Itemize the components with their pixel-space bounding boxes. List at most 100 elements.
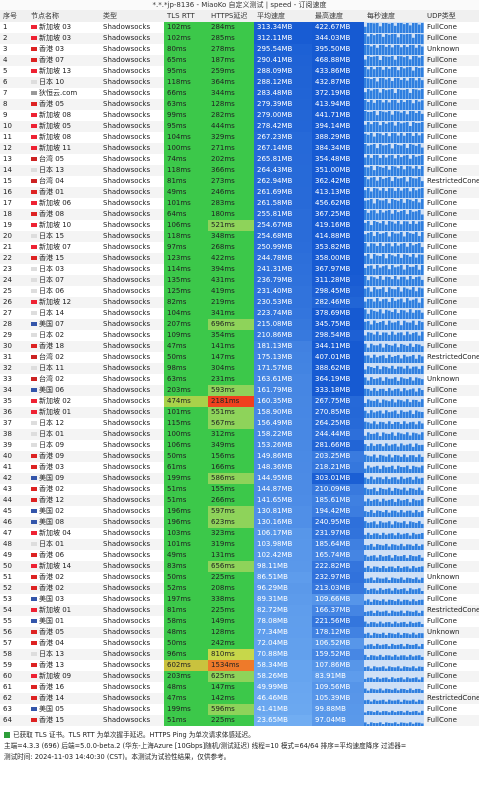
spark-bar [370, 357, 373, 363]
index: 35 [3, 397, 12, 405]
spark-bar [400, 358, 403, 363]
spark-bar [382, 45, 385, 55]
spark-bar [388, 521, 391, 528]
spark-bar [391, 89, 394, 99]
per-second-cell [364, 341, 424, 352]
spark-bar [364, 355, 367, 363]
table-row: 9 新加坡 08 Shadowsocks 99ms 282ms 279.00MB 441.7… [0, 110, 479, 121]
max-speed: 422.67MB [312, 22, 364, 33]
spark-bar [412, 201, 415, 209]
spark-bar [394, 210, 397, 220]
spark-bar [388, 144, 391, 154]
https-latency: 344ms [208, 88, 254, 99]
spark-bar [364, 421, 367, 429]
spark-bar [373, 378, 376, 385]
type: Shadowsocks [103, 573, 151, 581]
spark-bar [391, 524, 394, 528]
node-name-cell: 香港 05 [28, 627, 100, 638]
spark-bar [382, 677, 385, 682]
index: 55 [3, 617, 12, 625]
spark-bar [397, 388, 400, 396]
spark-bar [400, 366, 403, 374]
spark-bar [382, 212, 385, 220]
sparkline [364, 443, 424, 451]
udp-type: FullCone [427, 540, 457, 548]
spark-bar [421, 690, 424, 693]
udp-type: FullCone [427, 23, 457, 31]
spark-bar [367, 446, 370, 451]
max-speed: 388.62MB [312, 363, 364, 374]
spark-bar [376, 710, 379, 715]
spark-bar [385, 210, 388, 220]
spark-bar [373, 203, 376, 209]
spark-bar [400, 567, 403, 572]
spark-bar [406, 23, 409, 33]
spark-bar [370, 489, 373, 495]
spark-bar [409, 126, 412, 132]
node-name-cell: 香港 13 [28, 660, 100, 671]
spark-bar [421, 166, 424, 176]
spark-bar [379, 578, 382, 583]
max-speed: 231.97MB [312, 528, 364, 539]
flag-icon [31, 355, 37, 359]
https-latency: 625ms [208, 671, 254, 682]
flag-icon [31, 685, 37, 689]
sparkline [364, 610, 424, 616]
spark-bar [382, 623, 385, 627]
index: 42 [3, 474, 12, 482]
udp-type: Unknown [427, 573, 460, 581]
spark-bar [364, 444, 367, 451]
spark-bar [403, 655, 406, 660]
spark-bar [370, 377, 373, 385]
spark-bar [367, 590, 370, 594]
spark-bar [394, 454, 397, 462]
spark-bar [391, 213, 394, 220]
spark-bar [382, 644, 385, 649]
spark-bar [394, 243, 397, 253]
tls-rtt: 74ms [164, 154, 208, 165]
spark-bar [388, 666, 391, 671]
spark-bar [409, 544, 412, 550]
sparkline [364, 166, 424, 176]
spark-bar [409, 133, 412, 143]
spark-bar [412, 233, 415, 242]
spark-bar [373, 512, 376, 517]
per-second-cell [364, 638, 424, 649]
spark-bar [421, 599, 424, 605]
spark-bar [400, 190, 403, 198]
spark-bar [409, 356, 412, 363]
udp-type: RestrictedCone [427, 694, 479, 702]
spark-bar [376, 345, 379, 352]
flag-icon [31, 124, 37, 128]
max-speed: 345.75MB [312, 319, 364, 330]
spark-bar [376, 278, 379, 286]
spark-bar [367, 380, 370, 385]
spark-bar [364, 288, 367, 297]
spark-bar [367, 699, 370, 704]
spark-bar [373, 35, 376, 44]
spark-bar [370, 668, 373, 671]
spark-bar [373, 487, 376, 495]
spark-bar [397, 512, 400, 517]
table-row: 46 美国 08 Shadowsocks 196ms 623ms 130.16MB 240.… [0, 517, 479, 528]
spark-bar [391, 298, 394, 308]
tls-rtt: 65ms [164, 55, 208, 66]
spark-bar [370, 701, 373, 704]
spark-bar [373, 454, 376, 462]
spark-bar [364, 78, 367, 88]
tls-rtt: 135ms [164, 275, 208, 286]
tls-rtt: 64ms [164, 209, 208, 220]
spark-bar [367, 45, 370, 55]
spark-bar [370, 510, 373, 517]
spark-bar [421, 56, 424, 66]
max-speed: 413.13MB [312, 187, 364, 198]
spark-bar [412, 666, 415, 671]
sparkline [364, 677, 424, 682]
spark-bar [415, 113, 418, 121]
table-row: 17 新加坡 06 Shadowsocks 101ms 283ms 261.58MB 456… [0, 198, 479, 209]
spark-bar [388, 499, 391, 506]
spark-bar [370, 433, 373, 440]
spark-bar [406, 331, 409, 341]
spark-bar [373, 188, 376, 198]
spark-bar [382, 666, 385, 671]
